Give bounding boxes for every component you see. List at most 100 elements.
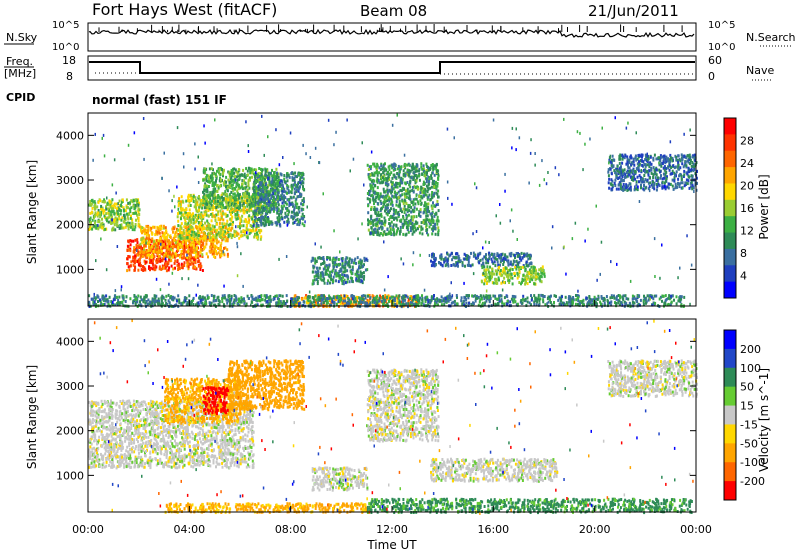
heatmap-cell [278,212,281,216]
heatmap-cell [496,281,499,285]
heatmap-cell [273,198,275,202]
heatmap-cell [134,259,137,263]
heatmap-cell [387,203,390,207]
heatmap-cell [434,263,437,267]
heatmap-cell [153,255,156,259]
heatmap-cell [209,191,212,195]
heatmap-cell [238,303,241,307]
heatmap-cell [358,279,360,283]
heatmap-cell [277,191,280,195]
heatmap-cell [112,218,114,222]
heatmap-cell [148,245,151,249]
heatmap-cell [272,207,275,211]
heatmap-cell [421,227,424,231]
heatmap-cell [140,247,143,250]
heatmap-cell [210,203,213,207]
heatmap-cell [466,254,469,258]
heatmap-cell [229,195,232,198]
heatmap-cell [252,214,255,218]
heatmap-cell [380,212,383,216]
heatmap-cell [423,220,426,224]
heatmap-cell [163,231,166,235]
heatmap-cell [174,266,176,270]
heatmap-cell [302,185,304,189]
heatmap-cell [296,217,299,221]
heatmap-cell [374,209,377,213]
power-heatmap-cells [88,113,698,309]
heatmap-cell [416,200,419,204]
heatmap-cell [267,200,270,204]
heatmap-cell [205,235,208,238]
heatmap-cell [386,190,389,194]
heatmap-cell [411,164,414,168]
heatmap-cell [434,180,437,184]
heatmap-cell [236,182,239,186]
heatmap-cell [533,268,536,272]
heatmap-cell [143,229,146,233]
heatmap-cell [407,297,410,301]
heatmap-cell [302,173,305,176]
heatmap-cell [262,176,265,180]
heatmap-cell [375,196,378,199]
heatmap-cell [485,253,487,257]
heatmap-cell [278,220,281,224]
heatmap-cell [105,207,108,211]
heatmap-cell [170,259,173,262]
heatmap-cell [99,215,102,219]
heatmap-cell [283,194,286,198]
heatmap-cell [257,223,260,227]
heatmap-cell [350,260,353,264]
heatmap-cell [240,233,243,237]
heatmap-cell [132,239,135,243]
heatmap-cell [313,278,316,282]
heatmap-cell [279,172,282,176]
heatmap-cell [218,179,221,183]
heatmap-cell [283,190,286,193]
heatmap-cell [387,183,390,187]
heatmap-cell [219,255,222,259]
heatmap-cell [114,206,117,209]
heatmap-cell [272,201,275,205]
heatmap-cell [291,185,294,189]
heatmap-cell [185,250,188,254]
heatmap-cell [253,180,256,184]
heatmap-cell [246,228,249,232]
heatmap-cell [296,195,299,199]
heatmap-cell [123,220,126,224]
freq-trace [89,61,695,74]
heatmap-cell [385,181,387,185]
heatmap-cell [318,266,321,270]
heatmap-cell [312,264,315,268]
heatmap-cell [423,208,426,211]
heatmap-cell [398,175,401,179]
heatmap-cell [190,247,193,251]
heatmap-cell [266,220,268,224]
heatmap-cell [216,169,218,173]
heatmap-cell [286,220,289,224]
heatmap-cell [511,276,514,280]
heatmap-cell [175,254,178,258]
heatmap-cell [132,255,135,259]
heatmap-cell [132,204,135,208]
heatmap-cell [148,260,151,264]
heatmap-cell [431,182,434,185]
heatmap-cell [162,226,165,230]
heatmap-cell [449,253,452,257]
heatmap-cell [251,217,254,221]
heatmap-cell [177,219,180,223]
heatmap-cell [162,257,165,261]
heatmap-cell [531,271,534,275]
heatmap-cell [411,208,414,212]
heatmap-cell [437,209,440,213]
heatmap-cell [195,267,198,271]
heatmap-cell [377,192,380,196]
heatmap-cell [400,176,403,180]
heatmap-cell [177,224,180,228]
heatmap-cell [431,171,434,175]
heatmap-cell [207,185,210,188]
heatmap-cell [160,224,163,228]
heatmap-cell [252,193,255,196]
heatmap-cell [477,254,480,258]
heatmap-cell [341,279,344,283]
heatmap-cell [97,220,100,223]
